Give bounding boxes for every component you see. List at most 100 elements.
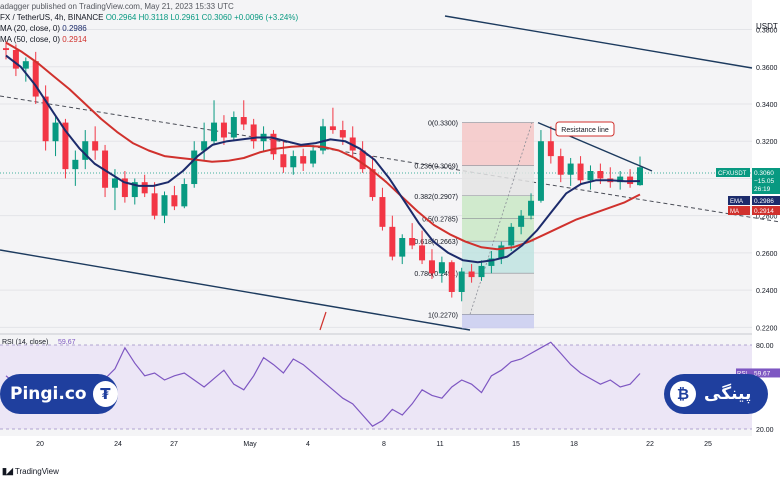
tradingview-logo-icon: ▮◢ <box>2 466 13 476</box>
candle-body <box>339 130 346 138</box>
candle-body <box>448 262 455 292</box>
candle-body <box>52 122 59 142</box>
price-badge-countdown: 26:19 <box>754 186 771 193</box>
bitcoin-icon: ₿ <box>670 381 696 407</box>
ema-legend[interactable]: MA (20, close, 0) 0.2986 <box>0 24 87 33</box>
candle-body <box>32 61 39 97</box>
date-tick-label: 18 <box>570 441 578 448</box>
fib-level-label: 0.5(0.2785) <box>422 216 458 223</box>
date-tick-label: 27 <box>170 441 178 448</box>
candle-body <box>171 195 178 207</box>
date-tick-label: 15 <box>512 441 520 448</box>
price-tick-label: 0.2200 <box>756 325 778 332</box>
date-tick-label: May <box>243 441 257 448</box>
date-tick-label: 25 <box>704 441 712 448</box>
candle-body <box>399 238 406 257</box>
candle-body <box>597 171 604 179</box>
candle-body <box>230 117 237 138</box>
fib-zone <box>462 218 534 242</box>
candle-body <box>438 262 445 274</box>
rsi-badge <box>752 368 780 378</box>
ema-badge-value: 0.2986 <box>754 198 774 205</box>
candle-body <box>567 163 574 175</box>
price-tick-label: 0.2600 <box>756 251 778 258</box>
channel-upper-line <box>444 15 753 69</box>
candle-body <box>220 122 227 138</box>
candle-body <box>557 156 564 175</box>
candle-body <box>488 258 495 266</box>
price-tick-label: 0.2800 <box>756 214 778 221</box>
candle-body <box>141 182 148 194</box>
fib-zone <box>462 165 534 196</box>
candle-body <box>22 61 29 69</box>
candle-body <box>280 154 287 168</box>
candle-body <box>161 195 168 216</box>
candle-body <box>547 141 554 157</box>
time-axis-bg <box>0 436 780 480</box>
candle-body <box>151 193 158 216</box>
brand-name-right: پینگی <box>704 384 752 404</box>
candle-body <box>329 126 336 131</box>
ma-legend[interactable]: MA (50, close, 0) 0.2914 <box>0 35 87 44</box>
ema-badge <box>752 196 780 205</box>
brand-pill-right[interactable]: ₿ پینگی <box>664 374 768 414</box>
candle-body <box>637 167 643 186</box>
price-tick-label: 0.3400 <box>756 102 778 109</box>
candle-body <box>419 245 426 261</box>
candle-body <box>111 178 118 188</box>
price-badge <box>752 168 780 194</box>
ma50-line <box>5 41 641 251</box>
candle-body <box>310 150 317 164</box>
date-tick-label: 8 <box>382 441 386 448</box>
date-tick-label: 4 <box>306 441 310 448</box>
candle-body <box>458 271 465 292</box>
price-pane <box>0 0 752 332</box>
candle-body <box>191 150 198 185</box>
candle-body <box>131 182 138 198</box>
drawing-arrow <box>319 311 327 331</box>
brand-pill-left[interactable]: Pingi.co ₮ <box>0 374 118 414</box>
candle-body <box>92 141 99 151</box>
fib-level-label: 0.786(0.2491) <box>414 271 458 278</box>
candle-body <box>3 48 9 51</box>
rsi-tag <box>736 368 752 378</box>
candle-body <box>211 122 218 142</box>
currency-label: USDT <box>756 22 778 31</box>
candle-body <box>201 141 208 151</box>
date-tick-label: 22 <box>646 441 654 448</box>
symbol-line: FX / TetherUS, 4h, BINANCE O0.2964 H0.31… <box>0 13 298 22</box>
fib-level-label: 0.236(0.3069) <box>414 164 458 171</box>
tradingview-logo-text: TradingView <box>14 467 59 476</box>
fib-zone <box>462 195 534 219</box>
ema-tag <box>728 196 750 205</box>
candle-body <box>320 126 326 151</box>
candle-body <box>72 159 79 170</box>
fib-level-label: 0.382(0.2907) <box>414 194 458 201</box>
candle-body <box>409 238 416 246</box>
candle-body <box>121 178 128 198</box>
midline-dashed <box>0 95 780 223</box>
candle-body <box>508 226 515 246</box>
price-badge-value: 0.3060 <box>754 170 774 177</box>
ema-tag-label: EMA <box>730 199 743 205</box>
rsi-label: RSI (14, close) <box>2 339 48 346</box>
tradingview-logo[interactable]: ▮◢ TradingView <box>2 466 59 477</box>
date-tick-label: 11 <box>436 441 443 448</box>
candle-body <box>518 215 525 227</box>
rsi-band <box>0 345 752 429</box>
ma-tag <box>728 206 750 215</box>
candle-body <box>369 169 376 198</box>
brand-banner: Pingi.co ₮ ₿ پینگی <box>0 366 780 422</box>
candle-body <box>290 156 297 168</box>
candle-body <box>528 200 535 216</box>
fib-zone <box>462 314 534 329</box>
ma-legend-value: 0.2914 <box>62 35 87 44</box>
publisher-line: adagger published on TradingView.com, Ma… <box>0 2 234 11</box>
candle-body <box>82 141 89 160</box>
rsi-header-value: 59.67 <box>58 339 76 346</box>
candle-body <box>617 176 624 183</box>
tether-icon: ₮ <box>92 381 118 407</box>
ema-legend-value: 0.2986 <box>62 24 87 33</box>
candle-body <box>577 163 584 181</box>
